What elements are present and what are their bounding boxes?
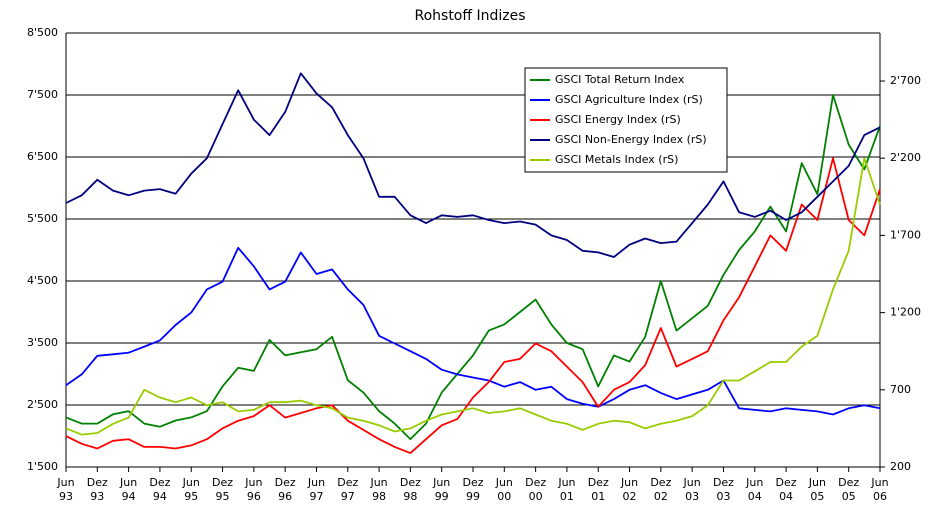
- y-tick-label: 5'500: [27, 212, 58, 225]
- x-tick-label: Dez 05: [838, 476, 860, 503]
- y2-tick-label: 700: [890, 383, 911, 396]
- legend-label: GSCI Energy Index (rS): [555, 113, 681, 126]
- x-tick-label: Dez 04: [775, 476, 797, 503]
- x-tick-label: Dez 99: [462, 476, 484, 503]
- x-tick-label: Dez 96: [274, 476, 296, 503]
- x-tick-label: Jun 94: [120, 476, 138, 503]
- x-tick-label: Jun 03: [683, 476, 701, 503]
- x-tick-label: Jun 99: [433, 476, 451, 503]
- y-tick-label: 2'500: [27, 398, 58, 411]
- series-line: [65, 157, 881, 455]
- legend-label: GSCI Non-Energy Index (rS): [555, 133, 707, 146]
- series-line: [65, 72, 881, 258]
- y2-tick-label: 2'200: [890, 151, 921, 164]
- x-tick-label: Jun 95: [182, 476, 200, 503]
- x-tick-label: Dez 01: [587, 476, 609, 503]
- x-tick-label: Jun 04: [746, 476, 764, 503]
- y-tick-label: 4'500: [27, 274, 58, 287]
- y2-tick-label: 1'200: [890, 306, 921, 319]
- x-tick-label: Dez 94: [149, 476, 171, 503]
- x-tick-label: Jun 93: [57, 476, 75, 503]
- y-tick-label: 7'500: [27, 88, 58, 101]
- x-tick-label: Dez 95: [212, 476, 234, 503]
- y-tick-label: 1'500: [27, 460, 58, 473]
- x-tick-label: Jun 05: [808, 476, 826, 503]
- x-tick-label: Jun 02: [620, 476, 639, 503]
- legend-label: GSCI Total Return Index: [555, 73, 685, 86]
- legend-label: GSCI Metals Index (rS): [555, 153, 678, 166]
- x-tick-label: Jun 96: [245, 476, 263, 503]
- y2-tick-label: 1'700: [890, 228, 921, 241]
- y2-tick-label: 2'700: [890, 74, 921, 87]
- chart-title: Rohstoff Indizes: [414, 8, 525, 24]
- legend-box: [524, 67, 728, 173]
- y-tick-label: 3'500: [27, 336, 58, 349]
- y2-tick-label: 200: [890, 460, 911, 473]
- x-tick-label: Dez 98: [399, 476, 421, 503]
- x-tick-label: Dez 97: [337, 476, 359, 503]
- x-tick-label: Dez 00: [525, 476, 547, 503]
- series-line: [65, 94, 881, 441]
- x-tick-label: Dez 03: [712, 476, 734, 503]
- x-tick-label: Jun 01: [558, 476, 576, 503]
- x-tick-label: Jun 98: [370, 476, 388, 503]
- x-tick-label: Dez 02: [650, 476, 672, 503]
- x-tick-label: Jun 97: [307, 476, 326, 503]
- series-line: [65, 246, 881, 416]
- x-tick-label: Dez 93: [86, 476, 108, 503]
- legend-label: GSCI Agriculture Index (rS): [555, 93, 703, 106]
- y-tick-label: 8'500: [27, 26, 58, 39]
- series-line: [65, 157, 881, 436]
- y-tick-label: 6'500: [27, 150, 58, 163]
- x-tick-label: Jun 06: [871, 476, 889, 503]
- x-tick-label: Jun 00: [495, 476, 513, 503]
